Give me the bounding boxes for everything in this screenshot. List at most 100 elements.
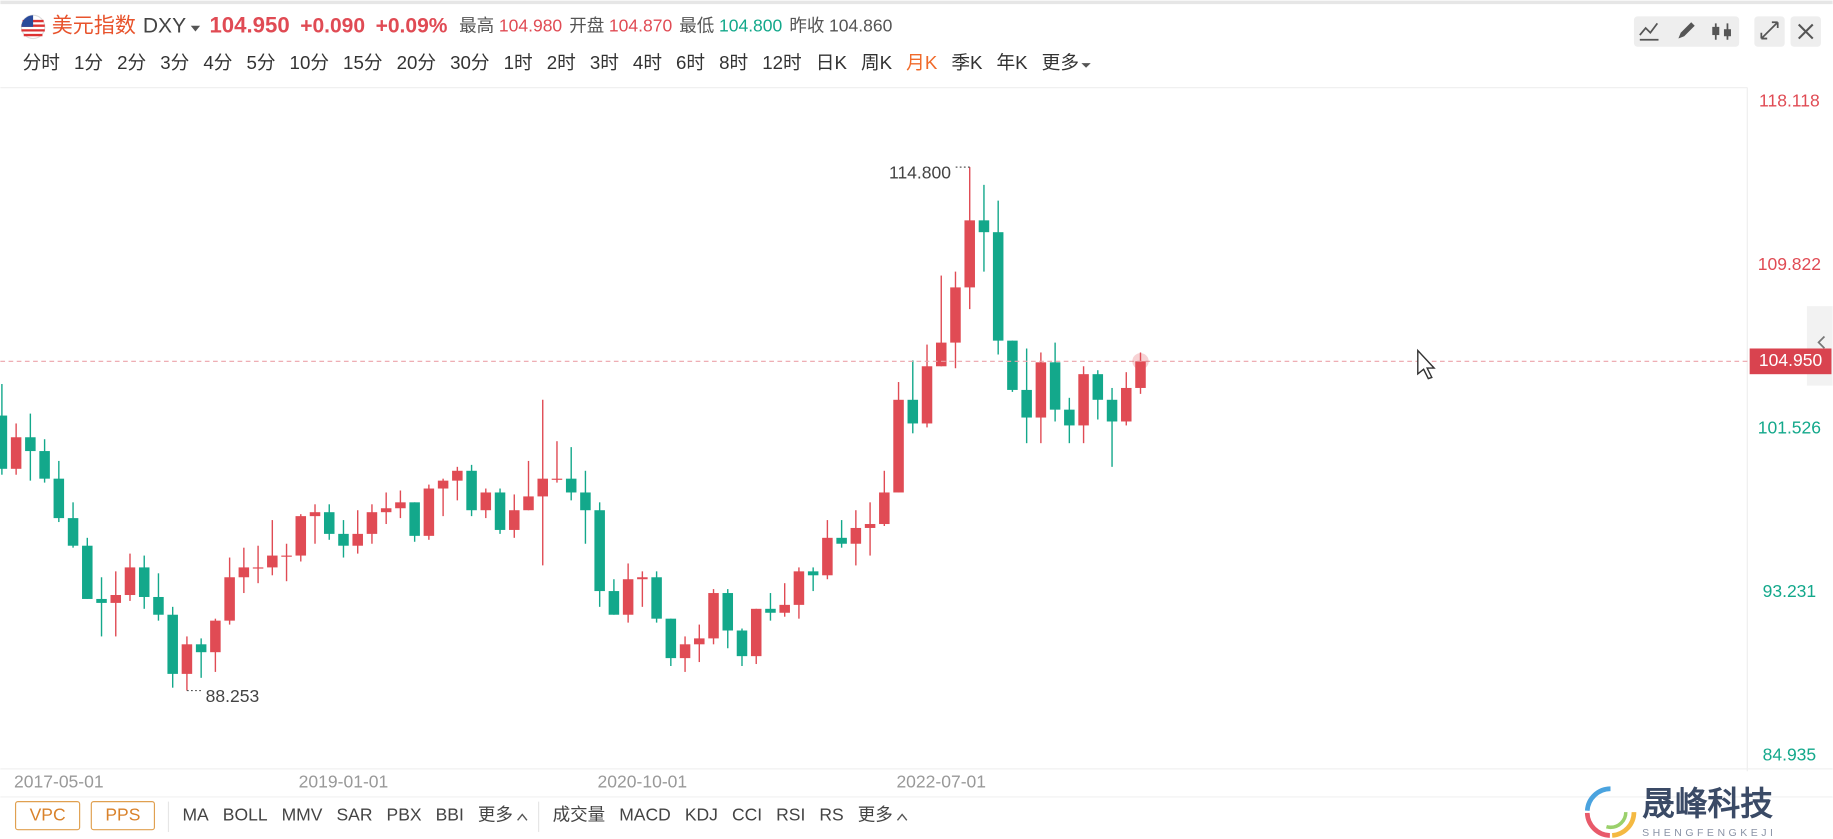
logo-pinyin: SHENGFENGKEJI [1642, 827, 1776, 839]
candle-body [1035, 362, 1047, 418]
candle-body [750, 608, 762, 657]
period-tab[interactable]: 更多 [1042, 52, 1079, 73]
candle-body [195, 644, 207, 653]
period-tab[interactable]: 6时 [676, 52, 705, 73]
last-price-glow [1132, 353, 1149, 370]
open: 104.870 [609, 16, 673, 36]
annotation-label: 88.253 [206, 686, 260, 706]
indicator[interactable]: BBI [436, 804, 464, 824]
candle-body [537, 478, 548, 497]
low: 104.800 [719, 16, 783, 36]
candle-body [1049, 362, 1061, 410]
y-tick-label: 109.822 [1758, 254, 1821, 274]
period-tab[interactable]: 年K [997, 52, 1029, 73]
candle-body [622, 579, 634, 615]
candle-body [138, 567, 150, 597]
indicator[interactable]: 成交量 [553, 804, 606, 824]
period-tab[interactable]: 4时 [633, 52, 662, 73]
candle-body [651, 577, 662, 619]
candle-body [0, 415, 8, 469]
indicator[interactable]: MACD [619, 804, 671, 824]
caret-up [517, 813, 528, 821]
candle-body [992, 232, 1004, 341]
period-tab[interactable]: 20分 [397, 52, 436, 73]
indicator[interactable]: KDJ [685, 804, 718, 824]
y-tick-label: 101.526 [1758, 417, 1821, 437]
period-tab[interactable]: 10分 [290, 52, 329, 73]
x-tick-label: 2022-07-01 [896, 772, 986, 792]
candle-body [850, 527, 862, 544]
indicator[interactable]: RSI [776, 804, 805, 824]
candle-body [779, 604, 790, 613]
period-tab[interactable]: 季K [951, 52, 983, 73]
indicator-box[interactable] [90, 801, 156, 831]
x-tick-label: 2017-05-01 [14, 772, 104, 792]
candle-body [893, 399, 904, 493]
candle-body [366, 512, 378, 534]
plot [0, 166, 1748, 692]
indicator[interactable]: PBX [387, 804, 422, 824]
candle-body [950, 287, 961, 343]
candle-body [978, 220, 990, 233]
candle-body [935, 342, 947, 367]
candle-body [921, 366, 933, 424]
indicator-box-label: PPS [105, 804, 140, 824]
period-tab[interactable]: 5分 [246, 52, 275, 73]
candle-body [82, 545, 93, 599]
caret-up [896, 813, 908, 821]
period-tab[interactable]: 1时 [504, 52, 533, 73]
logo [1584, 786, 1637, 838]
candle-body [267, 555, 278, 568]
indicator[interactable]: 更多 [478, 804, 513, 824]
indicator[interactable]: BOLL [223, 804, 268, 824]
indicator-box[interactable] [14, 801, 81, 831]
period-tab[interactable]: 30分 [450, 52, 489, 73]
period-tab[interactable]: 1分 [74, 52, 103, 73]
high-label: 最高 [459, 16, 494, 36]
candle-body [437, 480, 449, 489]
prev: 104.860 [829, 16, 893, 36]
candle-body [1007, 340, 1018, 390]
candle-body [509, 510, 520, 530]
indicator[interactable]: MMV [282, 804, 323, 824]
period-tab[interactable]: 分时 [23, 52, 60, 73]
period-tab[interactable]: 3时 [590, 52, 619, 73]
period-tab[interactable]: 2分 [117, 52, 146, 73]
indicator[interactable]: MA [182, 804, 209, 824]
period-tab[interactable]: 2时 [547, 52, 576, 73]
candle-body [224, 577, 235, 621]
candle-body [836, 537, 847, 544]
indicator[interactable]: CCI [732, 804, 762, 824]
indicator[interactable]: 更多 [858, 804, 893, 824]
low-label: 最低 [679, 16, 714, 36]
candle-body [352, 533, 363, 546]
candle-body [295, 516, 307, 556]
x-tick-label: 2020-10-01 [598, 772, 688, 792]
period-tab[interactable]: 15分 [343, 52, 382, 73]
period-tab[interactable]: 日K [816, 52, 848, 73]
candle-body [1064, 409, 1075, 426]
period-tab[interactable]: 周K [861, 52, 893, 73]
period-tab[interactable]: 3分 [160, 52, 189, 73]
toolbar-icons[interactable] [1633, 16, 1821, 47]
candle-body [338, 533, 349, 546]
period-tab[interactable]: 月K [906, 52, 938, 73]
candle-body [694, 638, 705, 645]
period-tab[interactable]: 12时 [762, 52, 801, 73]
indicator[interactable]: RS [819, 804, 843, 824]
x-tick-label: 2019-01-01 [299, 772, 389, 792]
candle-body [679, 644, 691, 659]
indicator-box-label: VPC [30, 804, 66, 824]
price: 104.950 [209, 13, 289, 38]
candle-body [452, 470, 463, 481]
period-tab[interactable]: 8时 [719, 52, 748, 73]
candle-body [423, 488, 435, 536]
candle-body [167, 614, 178, 674]
period-tab[interactable]: 4分 [203, 52, 232, 73]
candle-body [736, 630, 748, 657]
name: 美元指数 [52, 14, 136, 37]
annotation-label: 114.800 [889, 163, 951, 183]
candle-body [395, 502, 406, 509]
indicator[interactable]: SAR [336, 804, 372, 824]
